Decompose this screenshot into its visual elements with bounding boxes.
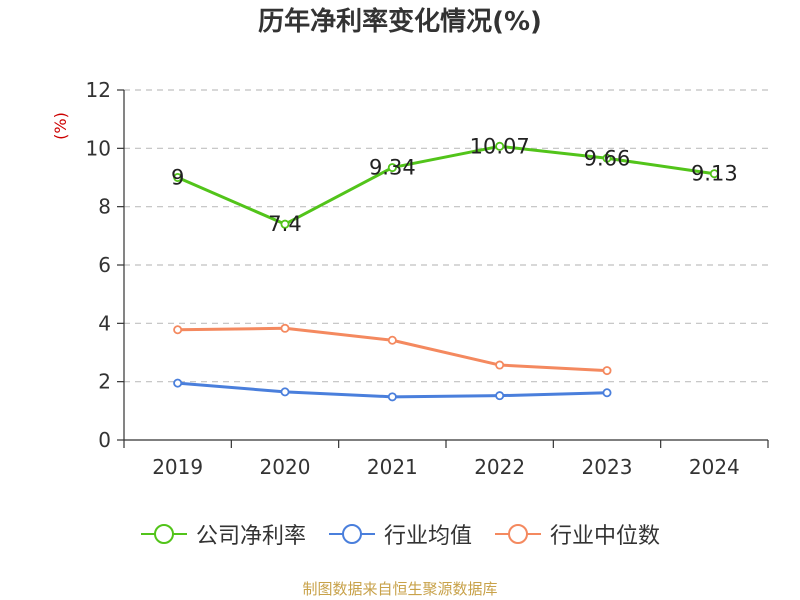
source-note: 制图数据来自恒生聚源数据库 xyxy=(302,580,498,598)
data-point[interactable] xyxy=(602,366,612,376)
legend-label: 公司净利率 xyxy=(195,524,306,549)
data-point[interactable] xyxy=(280,387,290,397)
x-axis: 2019 2020 2021 2022 2023 2024 xyxy=(123,439,769,479)
data-label: 10.07 xyxy=(470,134,530,158)
x-tick-label: 2024 xyxy=(689,455,740,479)
data-point[interactable] xyxy=(173,325,183,335)
data-label: 7.4 xyxy=(268,212,301,236)
x-tick-label: 2019 xyxy=(152,455,203,479)
y-axis: 0 2 4 6 8 10 12 xyxy=(86,78,125,452)
data-point[interactable] xyxy=(495,141,505,151)
y-tick-label: 0 xyxy=(98,428,111,452)
y-axis-label: (%) xyxy=(51,112,70,140)
data-point[interactable] xyxy=(280,219,290,229)
legend-line-circle-icon xyxy=(495,524,541,544)
data-point[interactable] xyxy=(173,172,183,182)
x-tick-label: 2021 xyxy=(367,455,418,479)
x-tick-label: 2023 xyxy=(582,455,633,479)
series-lines xyxy=(173,141,719,402)
y-tick-label: 6 xyxy=(98,253,111,277)
data-point[interactable] xyxy=(280,323,290,333)
legend-item[interactable]: 公司净利率 xyxy=(140,518,306,550)
data-point[interactable] xyxy=(602,388,612,398)
data-label: 9.34 xyxy=(369,156,416,180)
data-point[interactable] xyxy=(495,391,505,401)
x-tick-label: 2020 xyxy=(260,455,311,479)
data-point[interactable] xyxy=(387,335,397,345)
legend: 公司净利率 行业均值 行业中位数 xyxy=(0,518,800,550)
y-tick-label: 10 xyxy=(86,136,111,160)
chart-title: 历年净利率变化情况(%) xyxy=(258,7,542,37)
data-point[interactable] xyxy=(387,392,397,402)
legend-label: 行业均值 xyxy=(383,524,472,549)
data-point[interactable] xyxy=(709,169,719,179)
series-line xyxy=(176,144,716,226)
data-labels: 9 7.4 9.34 10.07 9.66 9.13 xyxy=(171,134,738,236)
legend-item[interactable]: 行业均值 xyxy=(328,518,472,550)
y-tick-label: 4 xyxy=(98,311,111,335)
data-point[interactable] xyxy=(602,153,612,163)
data-point[interactable] xyxy=(173,378,183,388)
x-tick-label: 2022 xyxy=(474,455,525,479)
data-label: 9 xyxy=(171,166,184,190)
y-tick-label: 8 xyxy=(98,195,111,219)
data-label: 9.66 xyxy=(584,146,631,170)
data-point[interactable] xyxy=(387,163,397,173)
legend-label: 行业中位数 xyxy=(550,524,661,549)
legend-item[interactable]: 行业中位数 xyxy=(494,518,660,550)
data-label: 9.13 xyxy=(691,162,738,186)
grid-lines xyxy=(124,89,768,383)
legend-line-circle-icon xyxy=(328,524,375,544)
y-tick-label: 12 xyxy=(86,78,111,102)
y-tick-label: 2 xyxy=(98,370,111,394)
legend-line-circle-icon xyxy=(140,524,187,544)
data-point[interactable] xyxy=(495,360,505,370)
series-line xyxy=(176,326,609,373)
